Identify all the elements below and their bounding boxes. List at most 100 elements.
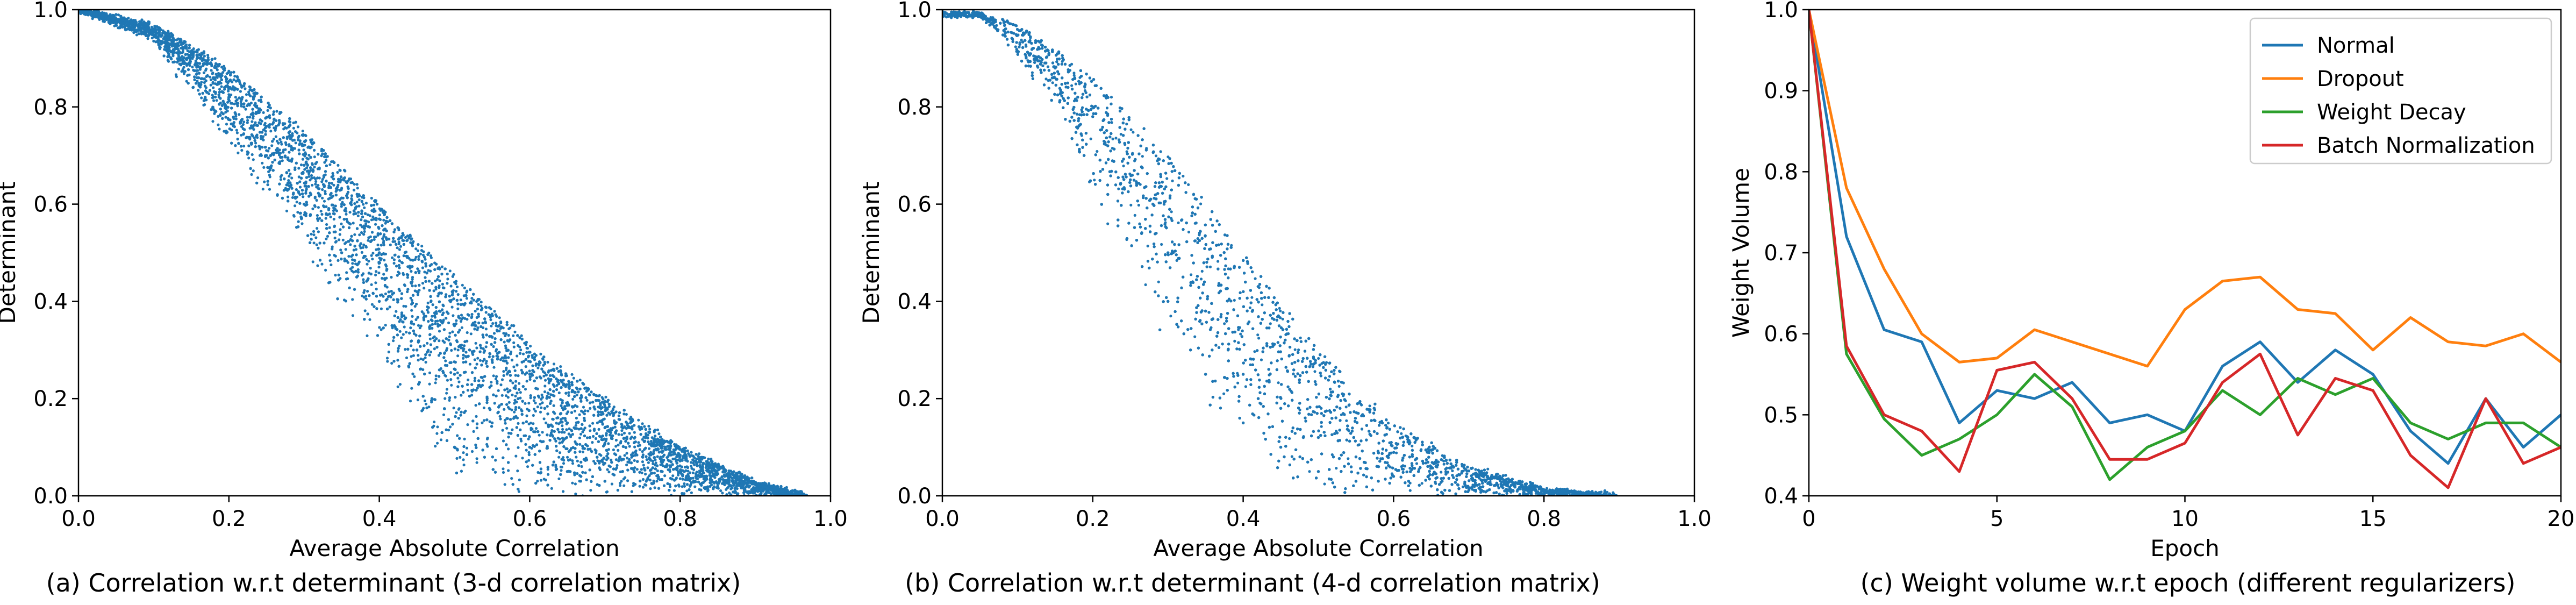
scatter-point bbox=[518, 388, 521, 392]
scatter-point bbox=[291, 196, 295, 199]
scatter-point bbox=[495, 315, 498, 318]
scatter-point bbox=[462, 361, 465, 364]
scatter-point bbox=[309, 138, 312, 141]
scatter-point bbox=[247, 151, 250, 154]
scatter-point bbox=[236, 138, 239, 141]
scatter-point bbox=[374, 273, 377, 276]
scatter-point bbox=[573, 409, 576, 413]
scatter-point bbox=[478, 359, 482, 362]
scatter-point bbox=[406, 276, 409, 279]
scatter-point bbox=[465, 446, 469, 450]
scatter-point bbox=[326, 234, 330, 238]
scatter-point bbox=[557, 455, 561, 459]
scatter-point bbox=[503, 388, 506, 392]
scatter-point bbox=[500, 378, 504, 381]
scatter-point bbox=[203, 103, 206, 106]
scatter-point bbox=[507, 356, 510, 359]
scatter-point bbox=[363, 230, 366, 233]
scatter-point bbox=[643, 425, 646, 428]
scatter-point bbox=[509, 389, 512, 392]
scatter-point bbox=[620, 480, 623, 483]
scatter-point bbox=[311, 207, 314, 210]
scatter-point bbox=[683, 482, 686, 486]
scatter-point bbox=[260, 134, 263, 138]
scatter-point bbox=[409, 326, 412, 330]
scatter-point bbox=[270, 144, 274, 147]
scatter-point bbox=[660, 450, 663, 453]
scatter-point bbox=[359, 223, 362, 227]
scatter-point bbox=[296, 125, 300, 129]
scatter-point bbox=[612, 405, 616, 409]
scatter-point bbox=[370, 283, 373, 286]
scatter-point bbox=[609, 465, 612, 468]
scatter-point bbox=[480, 301, 483, 304]
scatter-point bbox=[287, 179, 290, 182]
scatter-point bbox=[389, 243, 392, 246]
scatter-point bbox=[541, 396, 545, 399]
scatter-point bbox=[652, 479, 655, 482]
scatter-point bbox=[396, 298, 399, 301]
scatter-point bbox=[436, 425, 439, 429]
scatter-point bbox=[410, 298, 414, 302]
scatter-point bbox=[215, 99, 218, 102]
scatter-point bbox=[339, 248, 342, 252]
scatter-point bbox=[419, 324, 423, 328]
scatter-point bbox=[449, 371, 453, 374]
scatter-point bbox=[661, 464, 664, 467]
scatter-point bbox=[203, 54, 206, 58]
scatter-point bbox=[427, 319, 430, 323]
scatter-point bbox=[503, 408, 506, 411]
scatter-point bbox=[244, 87, 247, 90]
scatter-point bbox=[510, 477, 513, 480]
scatter-point bbox=[574, 492, 577, 496]
scatter-point bbox=[472, 430, 475, 433]
scatter-point bbox=[562, 462, 566, 465]
scatter-point bbox=[250, 173, 253, 176]
scatter-point bbox=[218, 103, 221, 106]
scatter-point bbox=[290, 176, 294, 180]
scatter-point bbox=[481, 421, 484, 424]
scatter-point bbox=[460, 326, 464, 329]
scatter-point bbox=[525, 380, 528, 383]
scatter-point bbox=[550, 429, 554, 432]
scatter-point bbox=[631, 451, 634, 454]
scatter-point bbox=[225, 123, 228, 126]
scatter-point bbox=[663, 445, 667, 449]
scatter-point bbox=[550, 433, 554, 437]
scatter-point bbox=[625, 427, 628, 430]
scatter-point bbox=[340, 222, 343, 225]
scatter-point bbox=[654, 461, 657, 465]
scatter-point bbox=[435, 432, 439, 435]
scatter-point bbox=[180, 70, 183, 73]
scatter-point bbox=[620, 459, 623, 462]
scatter-point bbox=[456, 434, 459, 437]
scatter-point bbox=[448, 335, 451, 338]
scatter-point bbox=[470, 297, 474, 300]
scatter-point bbox=[312, 230, 316, 233]
scatter-point bbox=[648, 428, 652, 431]
scatter-point bbox=[431, 326, 434, 330]
scatter-point bbox=[560, 373, 563, 376]
scatter-point bbox=[266, 109, 269, 112]
scatter-point bbox=[417, 359, 420, 362]
scatter-point bbox=[196, 69, 199, 72]
scatter-point bbox=[167, 60, 170, 63]
scatter-point bbox=[378, 261, 382, 265]
scatter-point bbox=[391, 256, 394, 259]
scatter-point bbox=[606, 468, 609, 471]
scatter-point bbox=[410, 340, 413, 343]
scatter-point bbox=[146, 37, 149, 40]
scatter-point bbox=[330, 263, 333, 267]
scatter-point bbox=[697, 452, 701, 455]
scatter-point bbox=[653, 486, 656, 489]
scatter-point bbox=[647, 461, 650, 464]
scatter-point bbox=[462, 464, 466, 467]
scatter-point bbox=[507, 447, 510, 451]
scatter-point bbox=[280, 174, 283, 177]
scatter-point bbox=[528, 378, 532, 381]
scatter-point bbox=[519, 396, 522, 400]
scatter-point bbox=[234, 117, 238, 120]
scatter-point bbox=[313, 155, 316, 159]
scatter-point bbox=[544, 379, 547, 382]
scatter-point bbox=[287, 195, 290, 198]
